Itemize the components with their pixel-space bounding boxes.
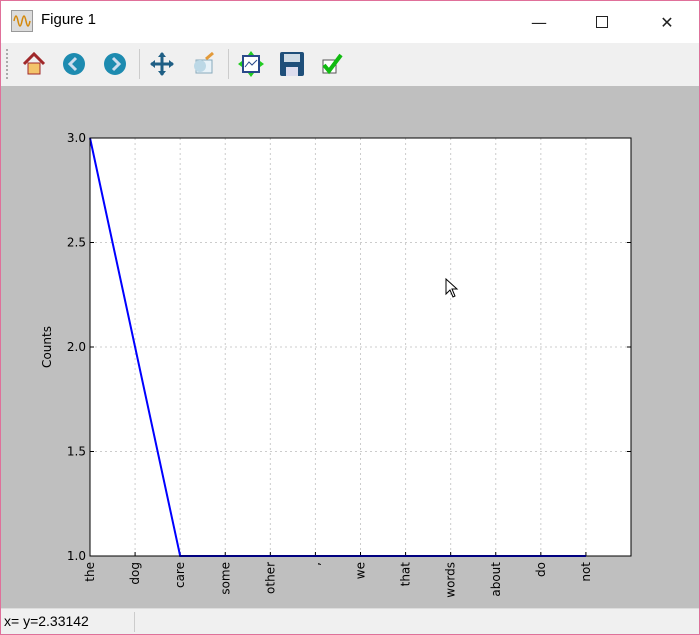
maximize-button[interactable] [579, 1, 625, 43]
subplots-button[interactable] [236, 49, 266, 79]
y-tick-label: 1.0 [67, 549, 86, 563]
y-tick-label: 1.5 [67, 445, 86, 459]
x-tick-label: not [579, 562, 593, 582]
window-title: Figure 1 [41, 11, 97, 28]
x-tick-label: the [83, 562, 97, 582]
line-chart[interactable]: the dog care some other, we that words about do no… [1, 86, 699, 608]
forward-button[interactable] [100, 49, 130, 79]
zoom-button[interactable] [188, 49, 218, 79]
pan-button[interactable] [147, 49, 177, 79]
floppy-disk-icon [280, 52, 304, 76]
toolbar-separator [139, 49, 140, 79]
toolbar-separator [228, 49, 229, 79]
cursor-coordinates: x= y=2.33142 [4, 613, 89, 629]
x-tick-label: do [534, 562, 548, 577]
status-bar: x= y=2.33142 [1, 608, 699, 634]
x-tick-label: dog [128, 562, 142, 585]
arrow-left-icon [63, 53, 85, 75]
figure-canvas[interactable]: the dog care some other, we that words about do no… [1, 86, 699, 608]
y-axis-label: Counts [40, 326, 54, 368]
move-icon [150, 52, 174, 76]
x-tick-label: words [444, 562, 458, 598]
home-button[interactable] [19, 49, 49, 79]
x-tick-label: some [218, 562, 232, 595]
status-separator [134, 612, 135, 632]
matplotlib-figure-icon [11, 10, 33, 32]
arrow-right-icon [104, 53, 126, 75]
toolbar [1, 43, 699, 86]
mouse-cursor-icon [445, 277, 459, 298]
zoom-rect-icon [194, 51, 214, 74]
home-icon [22, 51, 46, 75]
x-tick-label: , [308, 562, 322, 566]
maximize-icon [596, 16, 608, 28]
minimize-button[interactable]: — [531, 12, 547, 32]
y-tick-label: 3.0 [67, 131, 86, 145]
toolbar-grip[interactable] [6, 49, 8, 79]
title-bar: Figure 1 — ✕ [1, 1, 699, 43]
back-button[interactable] [59, 49, 89, 79]
checkmark-icon [322, 53, 343, 75]
x-tick-label: that [399, 562, 413, 587]
x-tick-label: care [173, 562, 187, 588]
x-tick-label: other [263, 562, 277, 594]
y-tick-label: 2.0 [67, 340, 86, 354]
y-tick-label: 2.5 [67, 236, 86, 250]
edit-button[interactable] [317, 49, 347, 79]
save-button[interactable] [277, 49, 307, 79]
axes-frame [89, 137, 632, 557]
close-button[interactable]: ✕ [660, 12, 674, 32]
x-tick-label: we [354, 562, 368, 579]
x-tick-label: about [489, 562, 503, 597]
configure-subplots-icon [238, 51, 264, 77]
